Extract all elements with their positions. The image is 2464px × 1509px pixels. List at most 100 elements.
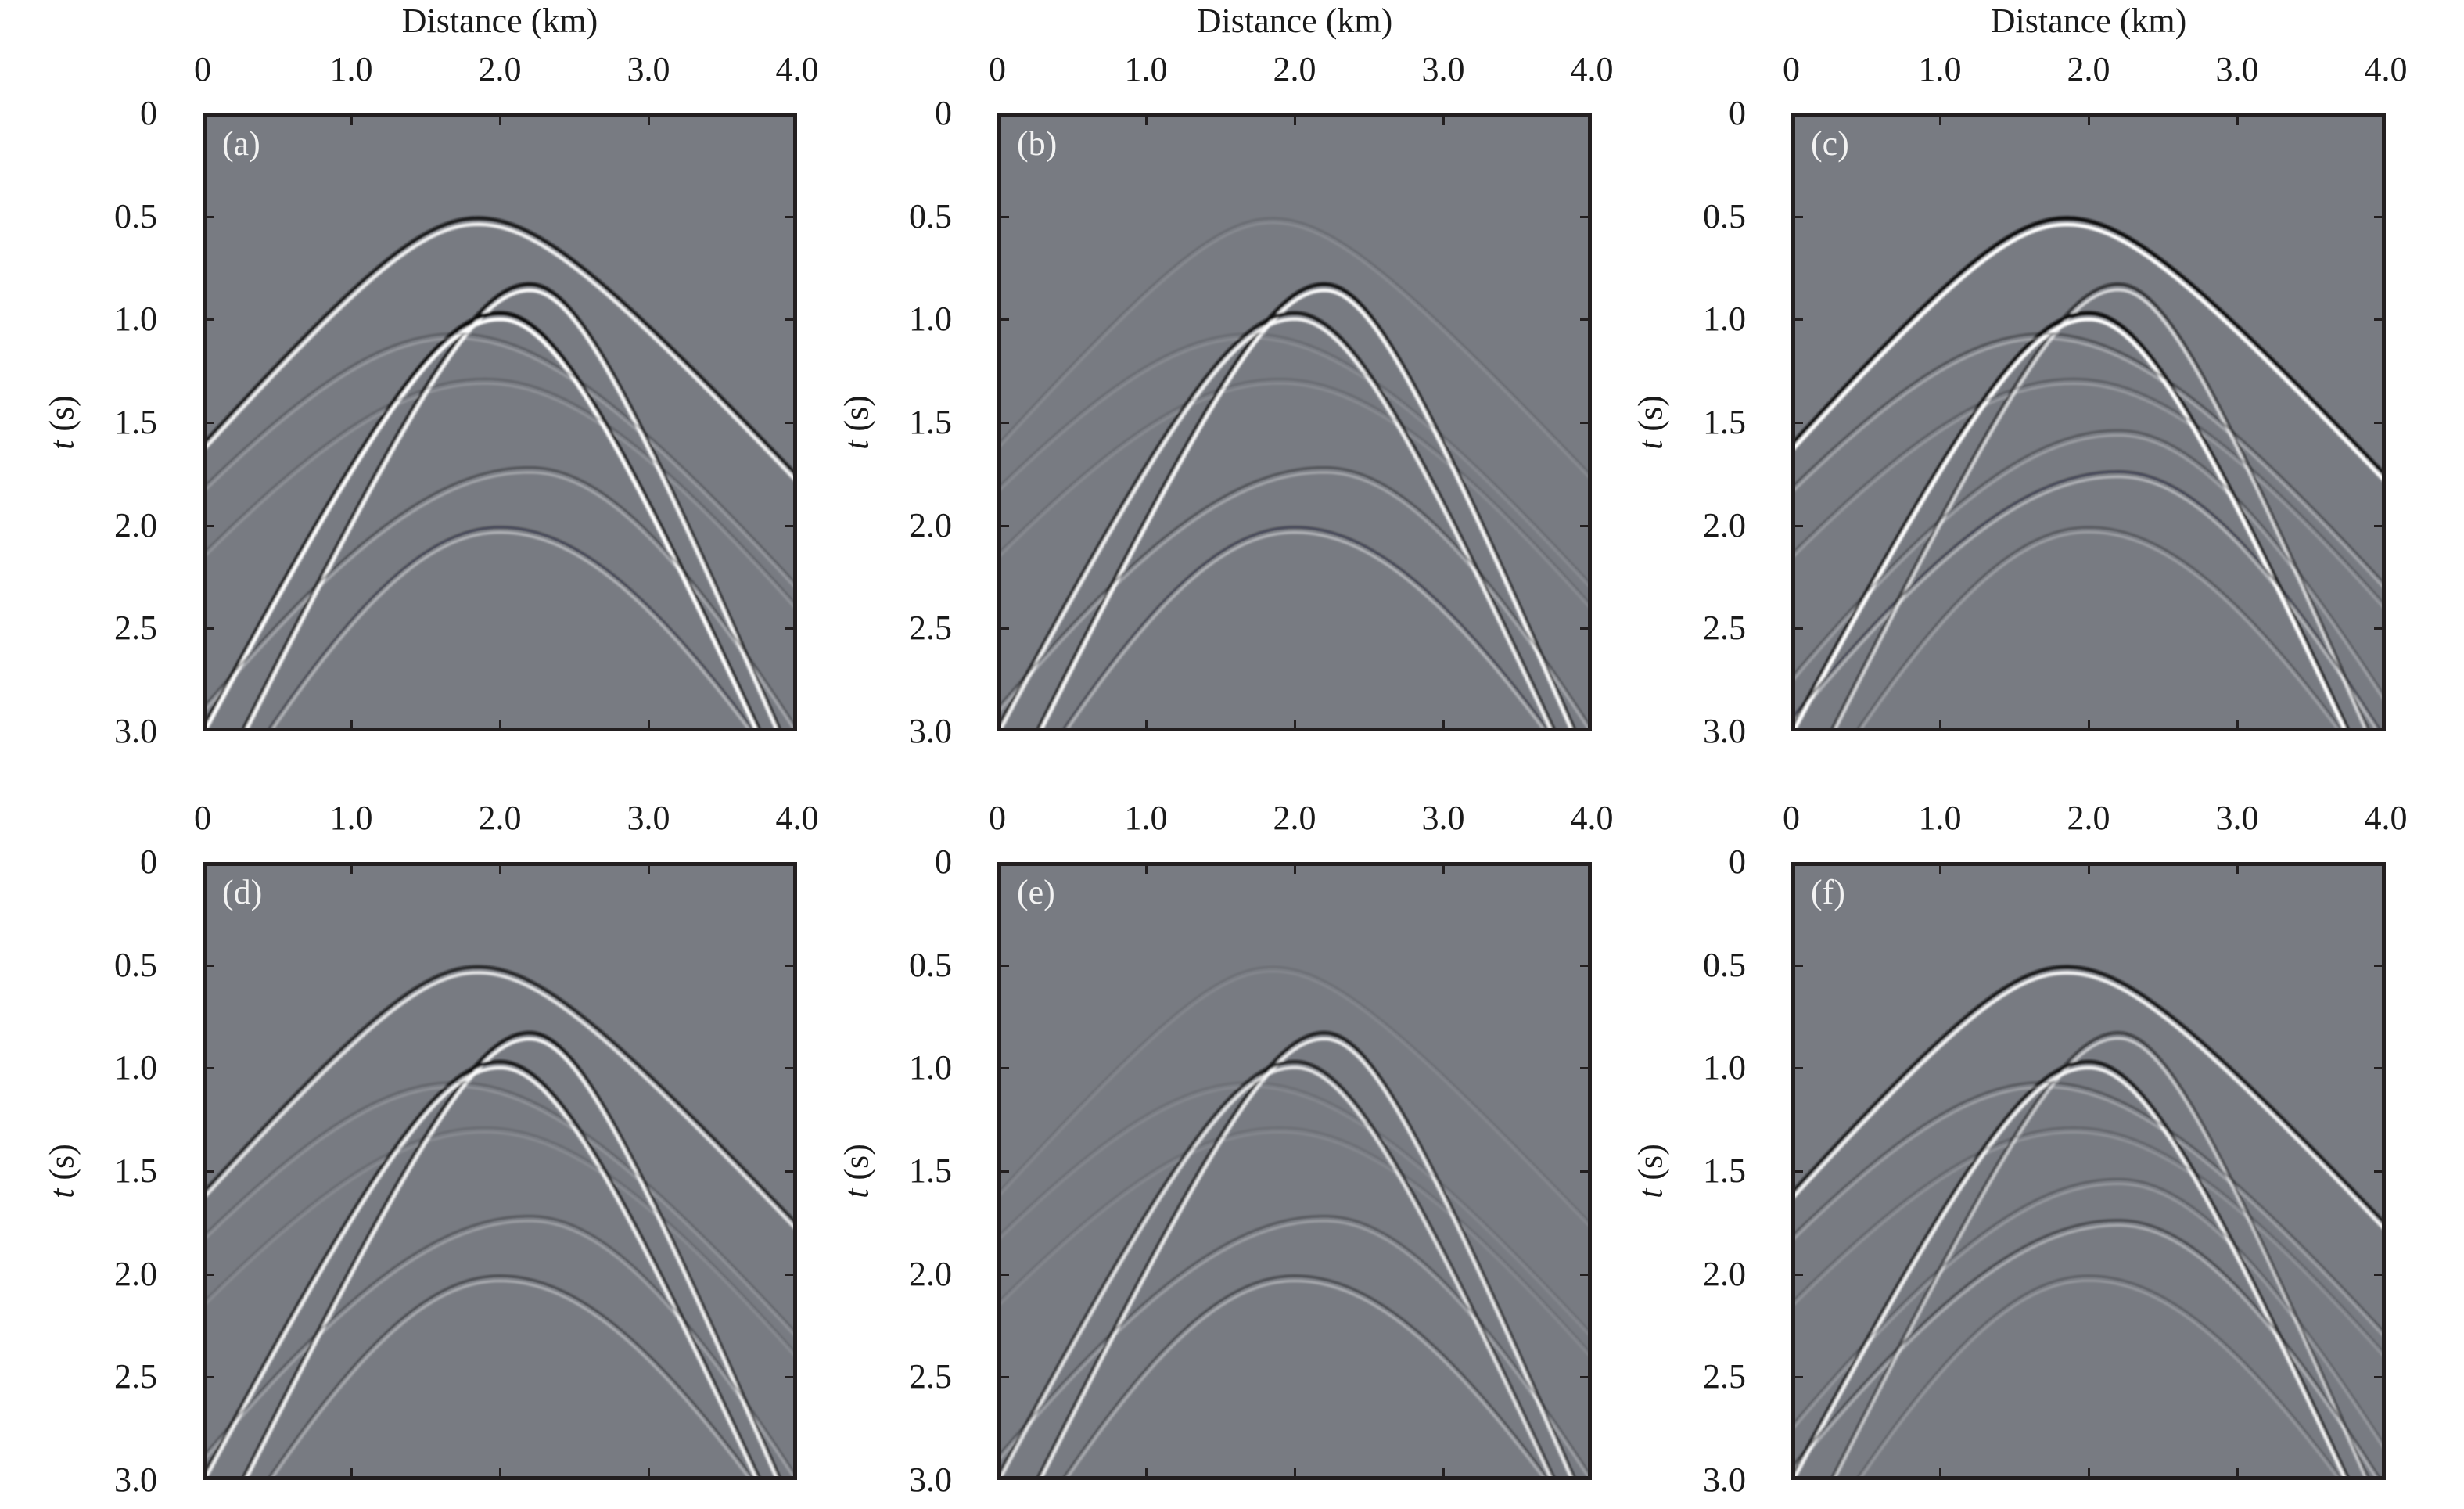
y-tick-mark [207, 422, 214, 424]
x-axis-title: Distance (km) [1990, 2, 2187, 40]
x-tick-label: 2.0 [478, 50, 522, 88]
x-tick-mark [1442, 117, 1445, 125]
y-tick-label: 2.5 [114, 609, 157, 648]
y-tick-label: 2.0 [114, 1254, 157, 1293]
x-tick-label: 0 [1783, 50, 1800, 88]
x-tick-label: 4.0 [775, 799, 819, 837]
y-tick-label: 1.5 [114, 1152, 157, 1190]
y-tick-mark [207, 215, 214, 218]
y-tick-label: 0.5 [909, 945, 952, 984]
x-tick-mark [2088, 117, 2090, 125]
x-tick-label: 1.0 [1918, 799, 1962, 837]
y-tick-mark [207, 627, 214, 631]
y-axis-title: t (s) [42, 1144, 81, 1198]
x-tick-label: 1.0 [1124, 799, 1168, 837]
y-tick-mark [2374, 318, 2382, 322]
x-tick-label: 2.0 [1273, 799, 1316, 837]
y-tick-mark [1795, 318, 1803, 322]
x-tick-mark [499, 1468, 501, 1476]
y-tick-label: 2.5 [909, 609, 952, 648]
y-tick-mark [1580, 1170, 1588, 1173]
panel-f: 0 1.0 2.0 3.0 4.0 0 0.5 1.0 1.5 2.0 2.5 3.0 t (s) (f) [1632, 801, 2408, 1497]
y-tick-mark [785, 1067, 793, 1070]
y-tick-mark [1001, 964, 1009, 967]
x-tick-label: 0 [194, 799, 211, 837]
x-tick-mark [499, 866, 501, 874]
y-tick-mark [785, 215, 793, 218]
y-tick-mark [785, 524, 793, 527]
y-tick-mark [2374, 1067, 2382, 1070]
x-tick-label: 1.0 [1124, 50, 1168, 88]
x-tick-mark [2088, 720, 2090, 728]
x-tick-mark [1939, 117, 1941, 125]
y-tick-mark [207, 524, 214, 527]
x-tick-mark [1145, 720, 1148, 728]
x-tick-mark [350, 720, 353, 728]
x-tick-label: 3.0 [627, 50, 670, 88]
y-tick-label: 1.0 [1703, 300, 1746, 339]
x-tick-mark [350, 1468, 353, 1476]
y-tick-label: 2.0 [1703, 505, 1746, 544]
y-tick-label: 2.0 [1703, 1254, 1746, 1293]
y-tick-mark [1580, 215, 1588, 218]
seismic-section: (c) [1791, 113, 2386, 731]
y-tick-mark [2374, 1376, 2382, 1379]
y-tick-label: 1.0 [909, 300, 952, 339]
y-tick-label: 0 [140, 843, 157, 881]
seismic-section: (d) [203, 862, 797, 1480]
y-tick-label: 1.0 [114, 1048, 157, 1087]
y-tick-mark [2374, 964, 2382, 967]
x-tick-label: 2.0 [478, 799, 522, 837]
x-tick-label: 0 [989, 799, 1006, 837]
y-tick-mark [1795, 1273, 1803, 1276]
x-tick-mark [648, 720, 650, 728]
x-tick-mark [1294, 866, 1296, 874]
y-tick-label: 0 [140, 94, 157, 132]
waveform-image [1795, 965, 2382, 1476]
x-tick-mark [648, 117, 650, 125]
x-tick-mark [2088, 1468, 2090, 1476]
y-tick-mark [207, 1376, 214, 1379]
x-tick-mark [350, 866, 353, 874]
panel-b: Distance (km) 0 1.0 2.0 3.0 4.0 0 0.5 1.0 1.5 2.0 2… [838, 4, 1614, 749]
seismic-section: (f) [1791, 862, 2386, 1480]
panel-c: Distance (km) 0 1.0 2.0 3.0 4.0 0 0.5 1.0 1.5 2.0 2… [1632, 4, 2408, 749]
y-tick-label: 3.0 [114, 712, 157, 750]
y-tick-mark [207, 1273, 214, 1276]
y-tick-mark [1580, 1067, 1588, 1070]
waveform-image [1001, 217, 1588, 728]
y-tick-mark [1001, 1273, 1009, 1276]
y-tick-label: 1.0 [114, 300, 157, 339]
y-tick-label: 1.0 [909, 1048, 952, 1087]
y-tick-label: 0.5 [1703, 945, 1746, 984]
x-tick-mark [350, 117, 353, 125]
x-axis-title: Distance (km) [401, 2, 598, 40]
y-tick-label: 1.5 [909, 403, 952, 441]
x-tick-label: 4.0 [775, 50, 819, 88]
y-tick-label: 3.0 [909, 1460, 952, 1499]
x-tick-mark [2088, 866, 2090, 874]
y-tick-label: 3.0 [114, 1460, 157, 1499]
x-tick-label: 2.0 [1273, 50, 1316, 88]
x-tick-label: 3.0 [627, 799, 670, 837]
y-tick-label: 0 [935, 843, 952, 881]
y-tick-label: 1.5 [1703, 1152, 1746, 1190]
y-tick-mark [1580, 422, 1588, 424]
x-tick-label: 1.0 [329, 799, 373, 837]
y-tick-mark [1580, 318, 1588, 322]
x-tick-mark [2236, 1468, 2239, 1476]
y-tick-mark [785, 1273, 793, 1276]
y-tick-mark [1001, 627, 1009, 631]
x-tick-mark [1145, 117, 1148, 125]
x-tick-mark [2236, 720, 2239, 728]
y-tick-mark [2374, 1273, 2382, 1276]
x-tick-label: 0 [1783, 799, 1800, 837]
y-tick-label: 0.5 [909, 196, 952, 235]
y-tick-mark [1001, 524, 1009, 527]
x-tick-label: 3.0 [1421, 50, 1465, 88]
y-tick-label: 1.5 [114, 403, 157, 441]
x-tick-mark [1939, 1468, 1941, 1476]
y-axis-title: t (s) [837, 395, 876, 450]
y-tick-label: 0.5 [1703, 196, 1746, 235]
y-tick-label: 1.5 [1703, 403, 1746, 441]
